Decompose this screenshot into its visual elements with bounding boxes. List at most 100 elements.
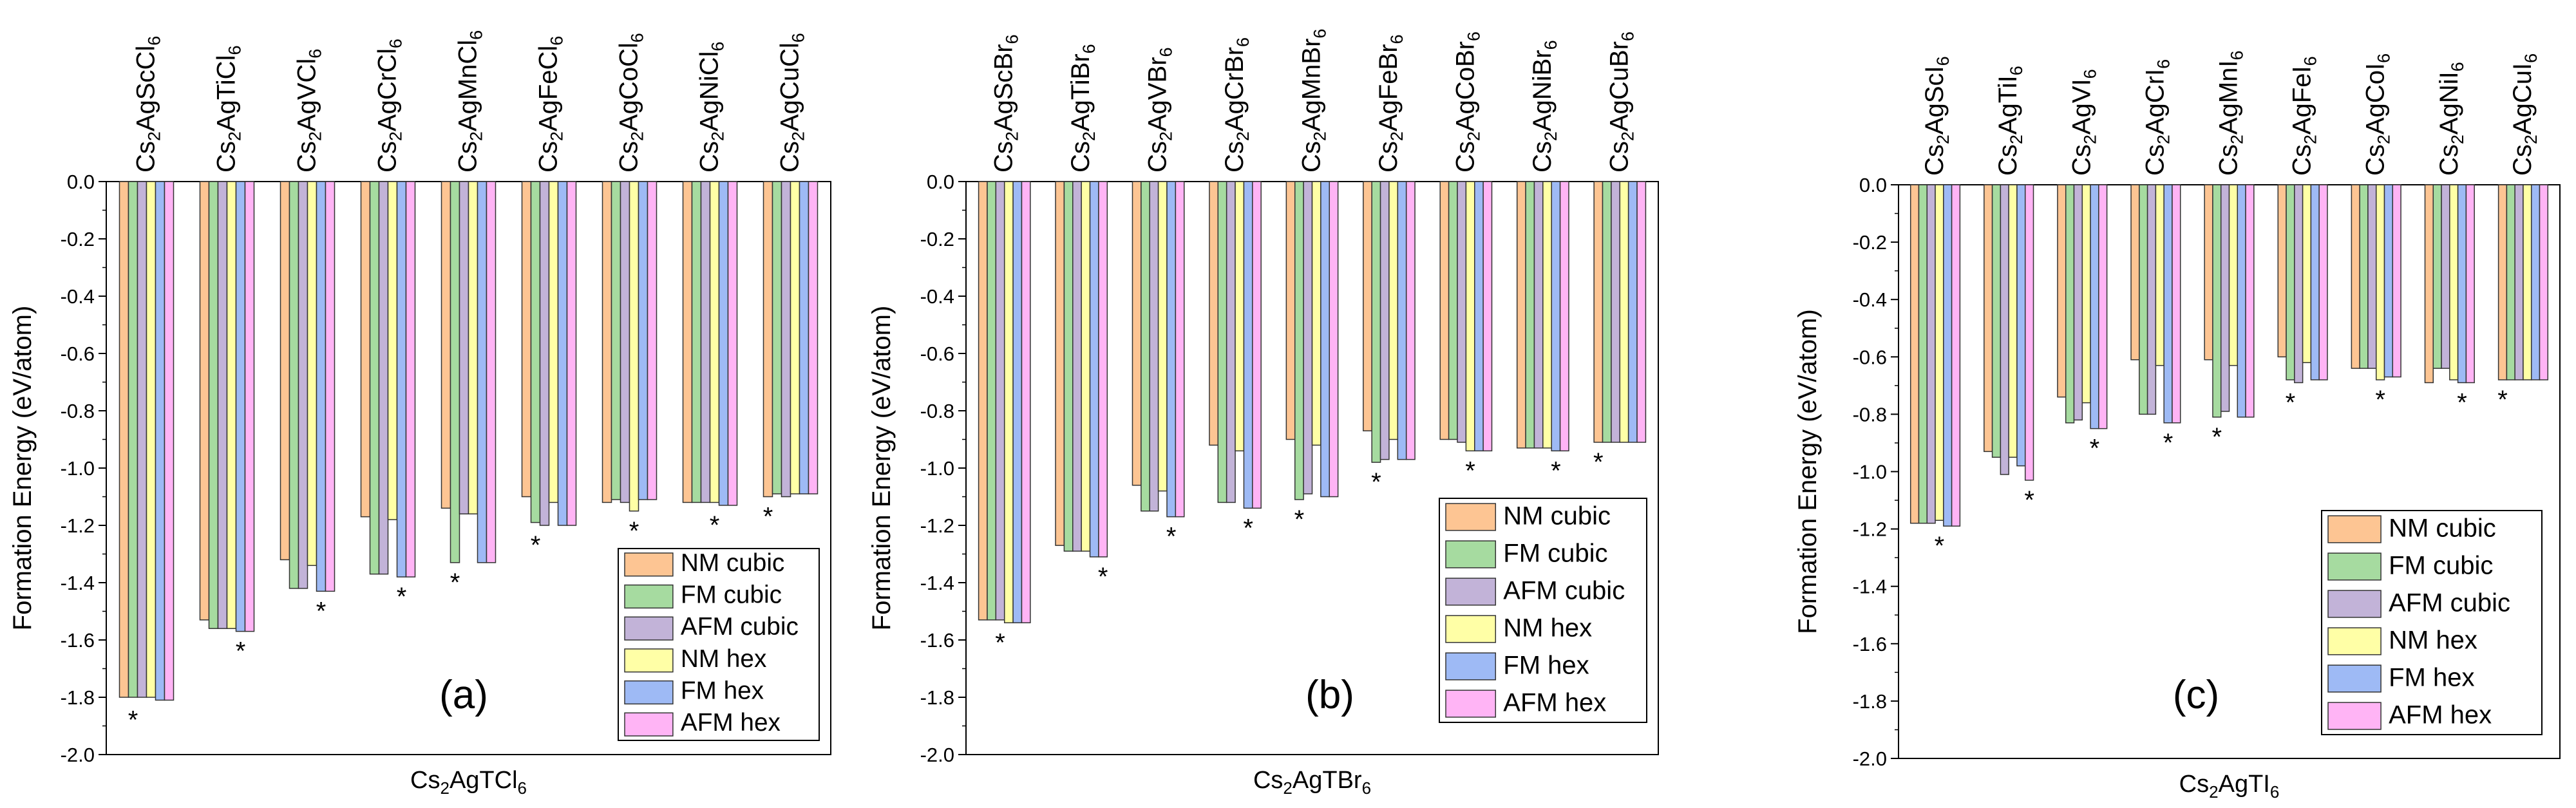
legend-box (618, 548, 820, 741)
category-label-subscript: 6 (1541, 40, 1560, 50)
bar-nm-cubic (118, 181, 129, 698)
legend-swatch (2327, 664, 2382, 693)
bar-afm-hex (2539, 184, 2549, 381)
bar-nm-cubic (2497, 184, 2508, 381)
category-label-subscript: 6 (628, 33, 647, 42)
y-tick-label: -1.0 (61, 457, 95, 480)
star-mark: * (2090, 435, 2100, 463)
legend-swatch (1445, 615, 1497, 643)
y-tick-label: -2.0 (920, 744, 954, 766)
bar-afm-hex (1329, 181, 1339, 498)
category-label: Cs2AgScI6 (1920, 56, 1953, 176)
bar-nm-cubic (440, 181, 451, 509)
bar-afm-cubic (2294, 184, 2304, 384)
bar-nm-cubic (199, 181, 210, 621)
bar-fm-hex (1474, 181, 1484, 452)
category-label-subscript: 6 (2228, 50, 2247, 60)
category-label-subscript: 2 (2521, 135, 2541, 144)
legend-swatch (1445, 540, 1497, 568)
category-label-subscript: 2 (1933, 135, 1953, 144)
bar-nm-hex (1542, 181, 1552, 449)
legend-swatch (2327, 627, 2382, 655)
category-label-subscript: 6 (1387, 34, 1406, 44)
x-axis-label-subscript: 2 (440, 778, 449, 798)
category-label-subscript: 2 (145, 131, 164, 141)
category-label-subscript: 2 (1079, 131, 1099, 141)
bar-afm-hex (1636, 181, 1647, 443)
category-label: Cs2AgCoI6 (2362, 53, 2394, 176)
bar-fm-hex (1551, 181, 1561, 452)
x-axis-label: Cs2AgTI6 (2179, 771, 2280, 802)
bar-afm-cubic (2146, 184, 2157, 415)
y-tick-label: -0.8 (61, 400, 95, 422)
category-label-subscript: 6 (1003, 34, 1022, 44)
category-label-subscript: 2 (547, 131, 567, 141)
bar-nm-hex (790, 181, 800, 494)
y-axis-label: Formation Energy (eV/atom) (1794, 309, 1822, 634)
legend-label: FM cubic (1503, 540, 1607, 568)
category-label-subscript: 6 (1618, 32, 1637, 41)
category-label-subscript: 2 (2374, 135, 2394, 144)
bar-nm-cubic (279, 181, 290, 561)
category-label-subscript: 2 (628, 131, 647, 141)
bar-nm-hex (2228, 184, 2239, 366)
category-label-subscript: 6 (1157, 47, 1176, 57)
star-mark: * (1098, 563, 1108, 591)
y-tick-label: -0.6 (1853, 346, 1887, 368)
category-label-part: AgCuCl (776, 42, 804, 131)
category-label-part: Cs (1528, 141, 1557, 173)
y-tick-label: -0.4 (61, 285, 95, 308)
star-mark: * (2024, 486, 2034, 514)
bar-nm-cubic (682, 181, 693, 503)
bar-afm-hex (486, 181, 497, 563)
category-label-part: AgCuI (2508, 63, 2537, 135)
star-mark: * (2457, 388, 2467, 417)
legend-swatch (624, 616, 674, 641)
legend-label: FM cubic (2389, 552, 2493, 580)
star-mark: * (236, 637, 246, 666)
bar-fm-cubic (691, 181, 702, 503)
category-label-subscript: 2 (2301, 135, 2320, 144)
category-label-subscript: 2 (1233, 131, 1253, 141)
bar-fm-cubic (1448, 181, 1458, 440)
x-axis-label-part: AgTBr (1293, 767, 1362, 794)
category-label-subscript: 6 (2374, 53, 2394, 63)
category-label-part: Cs (696, 141, 724, 173)
y-tick-label: -1.4 (1853, 576, 1887, 598)
category-label-part: AgCrBr (1220, 47, 1249, 131)
category-label-subscript: 2 (2154, 135, 2173, 144)
x-axis-label-subscript: 2 (2209, 782, 2218, 802)
category-label-part: Cs (374, 141, 402, 173)
bar-fm-cubic (1063, 181, 1074, 552)
category-label-subscript: 6 (2521, 53, 2541, 63)
bar-afm-cubic (1226, 181, 1236, 503)
bar-nm-cubic (1132, 181, 1142, 486)
bar-fm-cubic (208, 181, 219, 629)
category-label-subscript: 2 (1003, 131, 1022, 141)
category-label-subscript: 6 (2301, 56, 2320, 66)
y-tick-label: -0.2 (920, 228, 954, 250)
bar-fm-hex (2530, 184, 2541, 381)
category-label: Cs2AgCuBr6 (1605, 32, 1637, 173)
category-label-part: Cs (990, 141, 1018, 173)
bar-fm-hex (155, 181, 166, 701)
bar-fm-hex (1943, 184, 1953, 527)
category-label-subscript: 6 (1933, 56, 1953, 66)
category-label-part: AgMnCl (454, 40, 482, 131)
bar-afm-cubic (2367, 184, 2377, 369)
y-tick-label: -1.2 (1853, 518, 1887, 541)
category-label: Cs2AgVCl6 (293, 49, 325, 173)
star-mark: * (450, 568, 460, 597)
star-mark: * (1551, 456, 1561, 485)
category-label-part: AgCoI (2362, 63, 2390, 135)
bar-fm-cubic (772, 181, 782, 494)
bar-nm-hex (2449, 184, 2459, 381)
category-label-part: AgTiI (1994, 75, 2022, 135)
bar-nm-hex (1003, 181, 1014, 624)
bar-fm-cubic (1525, 181, 1535, 449)
bar-fm-cubic (530, 181, 541, 523)
bar-fm-hex (396, 181, 407, 578)
bar-fm-hex (1397, 181, 1407, 460)
star-mark: * (1465, 456, 1475, 485)
bar-afm-hex (1175, 181, 1185, 518)
